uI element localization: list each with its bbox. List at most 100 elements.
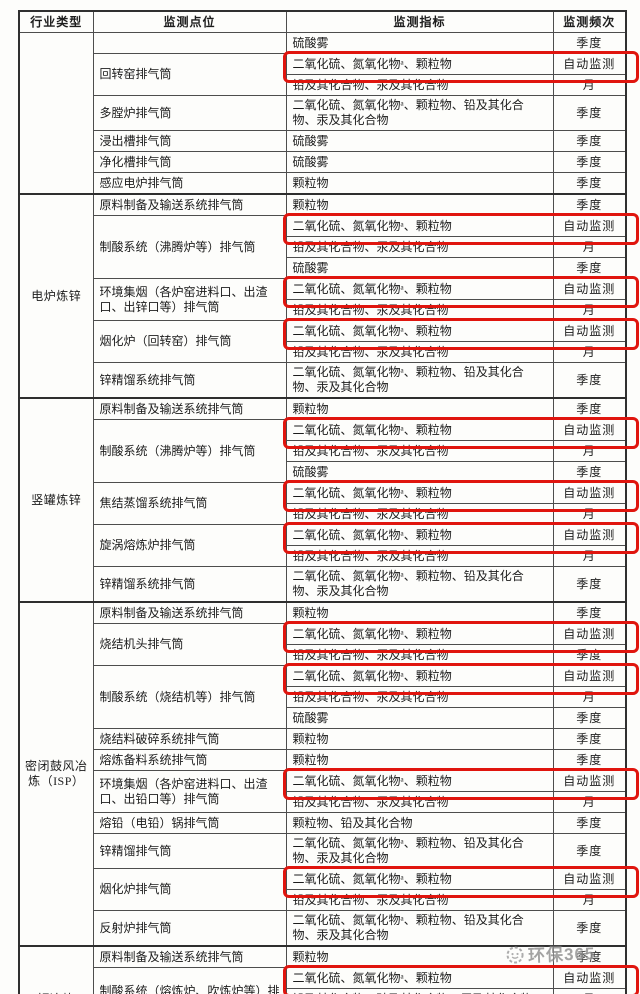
- table-row: 锌精馏系统排气筒 二氧化硫、氮氧化物ᵃ、颗粒物、铅及其化合物、汞及其化合物 季度: [19, 362, 627, 399]
- table-header-row: 行业类型 监测点位 监测指标 监测频次: [18, 10, 627, 33]
- frequency-cell: 自动监测: [552, 215, 627, 237]
- frequency-cell: 自动监测: [552, 967, 627, 989]
- frequency-cell: 自动监测: [552, 665, 627, 687]
- indicator-cell: 二氧化硫、氮氧化物ᵃ、颗粒物: [285, 868, 554, 890]
- monitoring-point-cell: [92, 32, 287, 54]
- indicator-cell: 硫酸雾: [285, 461, 554, 483]
- table-row: 环境集烟（各炉窑进料口、出渣口、出铅口等）排气筒 二氧化硫、氮氧化物ᵃ、颗粒物 自动…: [19, 770, 627, 813]
- indicator-cell: 颗粒物: [285, 172, 554, 195]
- indicator-cell: 颗粒物: [285, 749, 554, 771]
- frequency-cell: 自动监测: [552, 524, 627, 546]
- watermark-logo-icon: [506, 946, 524, 964]
- monitoring-point-cell: 原料制备及输送系统排气筒: [92, 397, 287, 420]
- table-row: 电炉炼锌 原料制备及输送系统排气筒 颗粒物 季度: [18, 193, 627, 399]
- frequency-cell: 月: [552, 791, 627, 813]
- monitoring-point-cell: 锌精馏排气筒: [92, 833, 287, 869]
- monitoring-point-cell: 环境集烟（各炉窑进料口、出渣口、出铅口等）排气筒: [92, 770, 287, 813]
- table-row: 熔铅（电铅）锅排气筒 颗粒物、铅及其化合物 季度: [19, 812, 627, 834]
- frequency-cell: 月: [552, 503, 627, 525]
- indicator-cell: 铅及其化合物、汞及其化合物: [285, 503, 554, 525]
- table-row: 制酸系统（沸腾炉等）排气筒 二氧化硫、氮氧化物ᵃ、颗粒物 自动监测: [19, 419, 627, 483]
- indicator-cell: 铅及其化合物、砷及其化合物、汞及其化合物: [285, 988, 554, 994]
- indicator-cell: 铅及其化合物、汞及其化合物: [285, 644, 554, 666]
- frequency-cell: 季度: [552, 257, 627, 279]
- indicator-cell: 硫酸雾: [285, 130, 554, 152]
- table-row: 硫酸雾 季度: [19, 257, 627, 279]
- frequency-cell: 季度: [552, 461, 627, 483]
- monitoring-point-cell: 原料制备及输送系统排气筒: [92, 601, 287, 624]
- industry-cell: 铜冶炼: [18, 945, 94, 994]
- table-row: 制酸系统（烧结机等）排气筒 二氧化硫、氮氧化物ᵃ、颗粒物 自动监测: [19, 665, 627, 729]
- frequency-cell: 月: [552, 889, 627, 911]
- indicator-cell: 硫酸雾: [285, 151, 554, 173]
- indicator-cell: 二氧化硫、氮氧化物ᵃ、颗粒物: [285, 482, 554, 504]
- frequency-cell: 季度: [552, 644, 627, 666]
- table-row: 锌精馏排气筒 二氧化硫、氮氧化物ᵃ、颗粒物、铅及其化合物、汞及其化合物 季度: [19, 833, 627, 869]
- indicator-cell: 铅及其化合物、汞及其化合物: [285, 545, 554, 567]
- frequency-cell: 季度: [552, 151, 627, 173]
- indicator-cell: 铅及其化合物、汞及其化合物: [285, 440, 554, 462]
- indicator-cell: 颗粒物: [285, 728, 554, 750]
- indicator-cell: 二氧化硫、氮氧化物ᵃ、颗粒物、铅及其化合物、汞及其化合物: [285, 910, 554, 947]
- table-row: 锌精馏系统排气筒 二氧化硫、氮氧化物ᵃ、颗粒物、铅及其化合物、汞及其化合物 季度: [19, 566, 627, 603]
- indicator-cell: 二氧化硫、氮氧化物ᵃ、颗粒物: [285, 665, 554, 687]
- indicator-cell: 铅及其化合物、汞及其化合物: [285, 236, 554, 258]
- header-monitoring-frequency: 监测频次: [552, 10, 627, 33]
- header-industry-type: 行业类型: [18, 10, 94, 33]
- monitoring-point-cell: 熔铅（电铅）锅排气筒: [92, 812, 287, 834]
- monitoring-point-cell: 烧结料破碎系统排气筒: [92, 728, 287, 750]
- table-row: 旋涡熔炼炉排气筒 二氧化硫、氮氧化物ᵃ、颗粒物 自动监测: [19, 524, 627, 567]
- frequency-cell: 月: [552, 686, 627, 708]
- watermark: 环保365: [505, 938, 640, 968]
- frequency-cell: 季度: [552, 812, 627, 834]
- indicator-cell: 铅及其化合物、汞及其化合物: [285, 341, 554, 363]
- monitoring-point-cell: 制酸系统（沸腾炉等）排气筒: [92, 419, 287, 483]
- header-monitoring-indicator: 监测指标: [285, 10, 554, 33]
- frequency-cell: 季度: [552, 945, 627, 968]
- indicator-cell: 铅及其化合物、汞及其化合物: [285, 686, 554, 708]
- table-row: 铜冶炼原料制备及输送系统排气筒颗粒物季度: [18, 945, 627, 994]
- watermark-text: 环保365: [527, 944, 596, 966]
- indicator-cell: 颗粒物: [285, 601, 554, 624]
- frequency-cell: 月: [552, 341, 627, 363]
- indicator-cell: 硫酸雾: [285, 707, 554, 729]
- indicator-cell: 二氧化硫、氮氧化物ᵃ、颗粒物、铅及其化合物、汞及其化合物: [285, 95, 554, 131]
- monitoring-point-cell: 原料制备及输送系统排气筒: [92, 193, 287, 216]
- frequency-cell: 季度: [552, 172, 627, 195]
- table-row: 焦结蒸馏系统排气筒 二氧化硫、氮氧化物ᵃ、颗粒物 自动监测: [19, 482, 627, 525]
- monitoring-point-cell: 烟化炉排气筒: [92, 868, 287, 911]
- indicator-cell: 二氧化硫、氮氧化物ᵃ、颗粒物: [285, 770, 554, 792]
- frequency-cell: 季度: [552, 566, 627, 603]
- frequency-cell: 季度: [552, 601, 627, 624]
- indicator-cell: 颗粒物: [285, 193, 554, 216]
- monitoring-point-cell: 感应电炉排气筒: [92, 172, 287, 195]
- frequency-cell: 月: [552, 988, 627, 994]
- monitoring-point-cell: 锌精馏系统排气筒: [92, 362, 287, 399]
- monitoring-point-cell: 回转窑排气筒: [92, 53, 287, 96]
- frequency-cell: 月: [552, 545, 627, 567]
- frequency-cell: 自动监测: [552, 868, 627, 890]
- monitoring-point-cell: 浸出槽排气筒: [92, 130, 287, 152]
- table-row: 环境集烟（各炉窑进料口、出渣口、出锌口等）排气筒 二氧化硫、氮氧化物ᵃ、颗粒物 自动…: [19, 278, 627, 321]
- monitoring-point-cell: 制酸系统（沸腾炉等）排气筒: [92, 215, 287, 279]
- table-row: 密闭鼓风冶炼（ISP） 原料制备及输送系统排气筒 颗粒物 季度: [18, 601, 627, 947]
- frequency-cell: 季度: [552, 95, 627, 131]
- indicator-cell: 铅及其化合物、汞及其化合物: [285, 74, 554, 96]
- indicator-cell: 铅及其化合物、汞及其化合物: [285, 791, 554, 813]
- table-row: 烧结料破碎系统排气筒 颗粒物 季度: [19, 728, 627, 750]
- frequency-cell: 自动监测: [552, 482, 627, 504]
- frequency-cell: 季度: [552, 707, 627, 729]
- indicator-cell: 硫酸雾: [285, 257, 554, 279]
- indicator-cell: 颗粒物: [285, 397, 554, 420]
- monitoring-point-cell: 旋涡熔炼炉排气筒: [92, 524, 287, 567]
- frequency-cell: 月: [552, 74, 627, 96]
- indicator-cell: 二氧化硫、氮氧化物ᵃ、颗粒物: [285, 524, 554, 546]
- frequency-cell: 自动监测: [552, 320, 627, 342]
- monitoring-requirements-table: 行业类型 监测点位 监测指标 监测频次 硫酸雾 季度 回转窑排气筒 二氧化硫、氮氧化物…: [18, 10, 627, 994]
- indicator-cell: 二氧化硫、氮氧化物ᵃ、颗粒物: [285, 623, 554, 645]
- frequency-cell: 自动监测: [552, 623, 627, 645]
- table-row: 多膛炉排气筒 二氧化硫、氮氧化物ᵃ、颗粒物、铅及其化合物、汞及其化合物 季度: [19, 95, 627, 131]
- indicator-cell: 铅及其化合物、汞及其化合物: [285, 889, 554, 911]
